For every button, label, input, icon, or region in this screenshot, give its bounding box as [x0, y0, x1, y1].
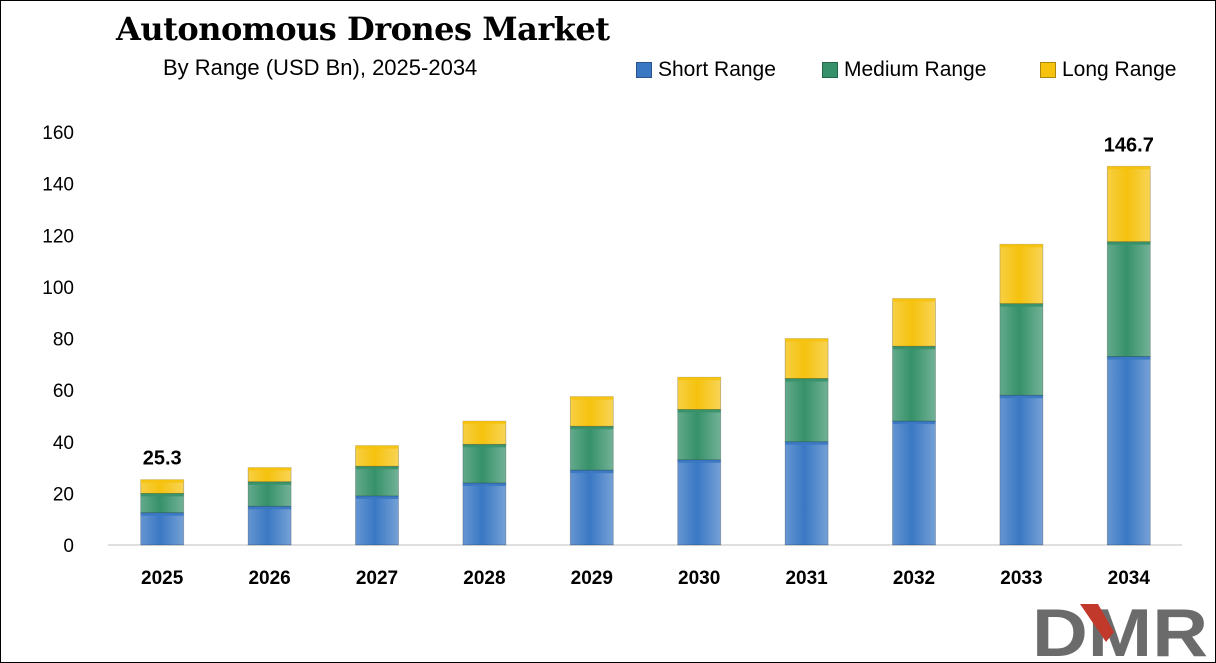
x-tick-label: 2033 [1000, 568, 1042, 589]
bar-medium-range-2032 [892, 345, 936, 422]
bar-top-edge [1107, 166, 1151, 170]
bar-top-edge [570, 396, 614, 400]
x-tick-label: 2030 [678, 568, 720, 589]
bar-medium-range-2034 [1106, 241, 1151, 357]
legend-item-long-range: Long Range [1040, 57, 1176, 83]
x-tick-label: 2027 [356, 568, 398, 589]
bar-short-range-2034 [1106, 356, 1151, 546]
bar-short-range-2033 [999, 394, 1044, 546]
bar-top-edge [785, 338, 829, 342]
dmr-logo-accent [1080, 604, 1114, 642]
legend-item-short-range: Short Range [636, 57, 776, 83]
bar-medium-range-2028 [462, 443, 507, 484]
bar-top-edge [140, 512, 184, 516]
bar-medium-range-2030 [677, 409, 722, 461]
bar-top-edge [999, 303, 1043, 307]
bar-top-edge [248, 481, 292, 485]
bar-top-edge [677, 409, 721, 413]
bar-top-edge [892, 298, 936, 302]
bar-top-edge [785, 441, 829, 445]
dmr-logo: DMR [1032, 598, 1208, 660]
y-tick-label: 140 [42, 175, 74, 196]
bar-top-edge [355, 466, 399, 470]
y-tick-label: 160 [42, 123, 74, 144]
bar-top-edge [892, 421, 936, 425]
x-tick-label: 2025 [141, 568, 184, 589]
x-tick-label: 2032 [893, 568, 935, 589]
legend-swatch-long-range [1040, 62, 1056, 78]
bar-short-range-2030 [677, 459, 722, 546]
bar-top-edge [462, 483, 506, 487]
bar-short-range-2028 [462, 482, 507, 546]
y-tick-label: 60 [53, 381, 74, 402]
bar-long-range-2029 [569, 396, 614, 427]
bar-short-range-2032 [892, 420, 936, 546]
bar-long-range-2033 [999, 243, 1044, 305]
x-tick-label: 2029 [571, 568, 613, 589]
bar-top-edge [677, 459, 721, 463]
bar-top-edge [248, 506, 292, 510]
bar-short-range-2029 [569, 469, 614, 546]
bar-short-range-2025 [140, 512, 185, 546]
data-label: 25.3 [143, 448, 182, 470]
bar-top-edge [999, 244, 1043, 248]
bar-short-range-2026 [247, 505, 292, 546]
bar-top-edge [1107, 241, 1151, 245]
bar-medium-range-2029 [569, 425, 614, 471]
x-tick-label: 2028 [463, 568, 505, 589]
bar-top-edge [140, 493, 184, 497]
bar-top-edge [355, 495, 399, 499]
chart-title: Autonomous Drones Market [116, 10, 610, 48]
bar-top-edge [570, 470, 614, 474]
y-tick-label: 100 [42, 278, 74, 299]
legend-label-long-range: Long Range [1062, 58, 1177, 81]
bar-top-edge [677, 377, 721, 381]
bar-long-range-2032 [892, 298, 936, 347]
bar-medium-range-2026 [247, 481, 292, 507]
bar-medium-range-2033 [999, 303, 1044, 396]
legend-swatch-short-range [636, 62, 652, 78]
bar-long-range-2031 [784, 338, 829, 379]
bar-top-edge [999, 395, 1043, 399]
y-tick-label: 80 [53, 330, 74, 351]
bar-medium-range-2027 [355, 465, 399, 497]
legend-label-short-range: Short Range [658, 58, 776, 81]
y-tick-label: 120 [42, 226, 74, 247]
bar-long-range-2034 [1106, 165, 1151, 243]
chart-subtitle: By Range (USD Bn), 2025-2034 [163, 55, 478, 80]
bar-medium-range-2031 [784, 378, 829, 443]
bar-short-range-2027 [355, 495, 399, 546]
legend-item-medium-range: Medium Range [822, 57, 986, 83]
legend-swatch-medium-range [822, 62, 838, 78]
bar-top-edge [462, 421, 506, 425]
bar-long-range-2028 [462, 420, 507, 445]
x-tick-label: 2034 [1108, 568, 1151, 589]
bar-top-edge [785, 378, 829, 382]
bar-long-range-2030 [677, 376, 722, 410]
bar-long-range-2027 [355, 445, 399, 467]
bar-top-edge [892, 346, 936, 350]
legend-label-medium-range: Medium Range [844, 58, 987, 81]
data-label: 146.7 [1104, 134, 1154, 156]
dmr-logo-text: DMR [1032, 598, 1208, 660]
bar-top-edge [140, 479, 184, 483]
x-tick-label: 2031 [785, 568, 828, 589]
bar-top-edge [1107, 356, 1151, 360]
y-tick-label: 40 [53, 433, 74, 454]
bar-top-edge [462, 444, 506, 448]
y-tick-label: 0 [63, 536, 74, 557]
bar-short-range-2031 [784, 441, 829, 546]
x-tick-label: 2026 [248, 568, 290, 589]
bar-top-edge [248, 467, 292, 471]
bar-top-edge [570, 426, 614, 430]
bar-top-edge [355, 445, 399, 449]
y-tick-label: 20 [53, 484, 74, 505]
